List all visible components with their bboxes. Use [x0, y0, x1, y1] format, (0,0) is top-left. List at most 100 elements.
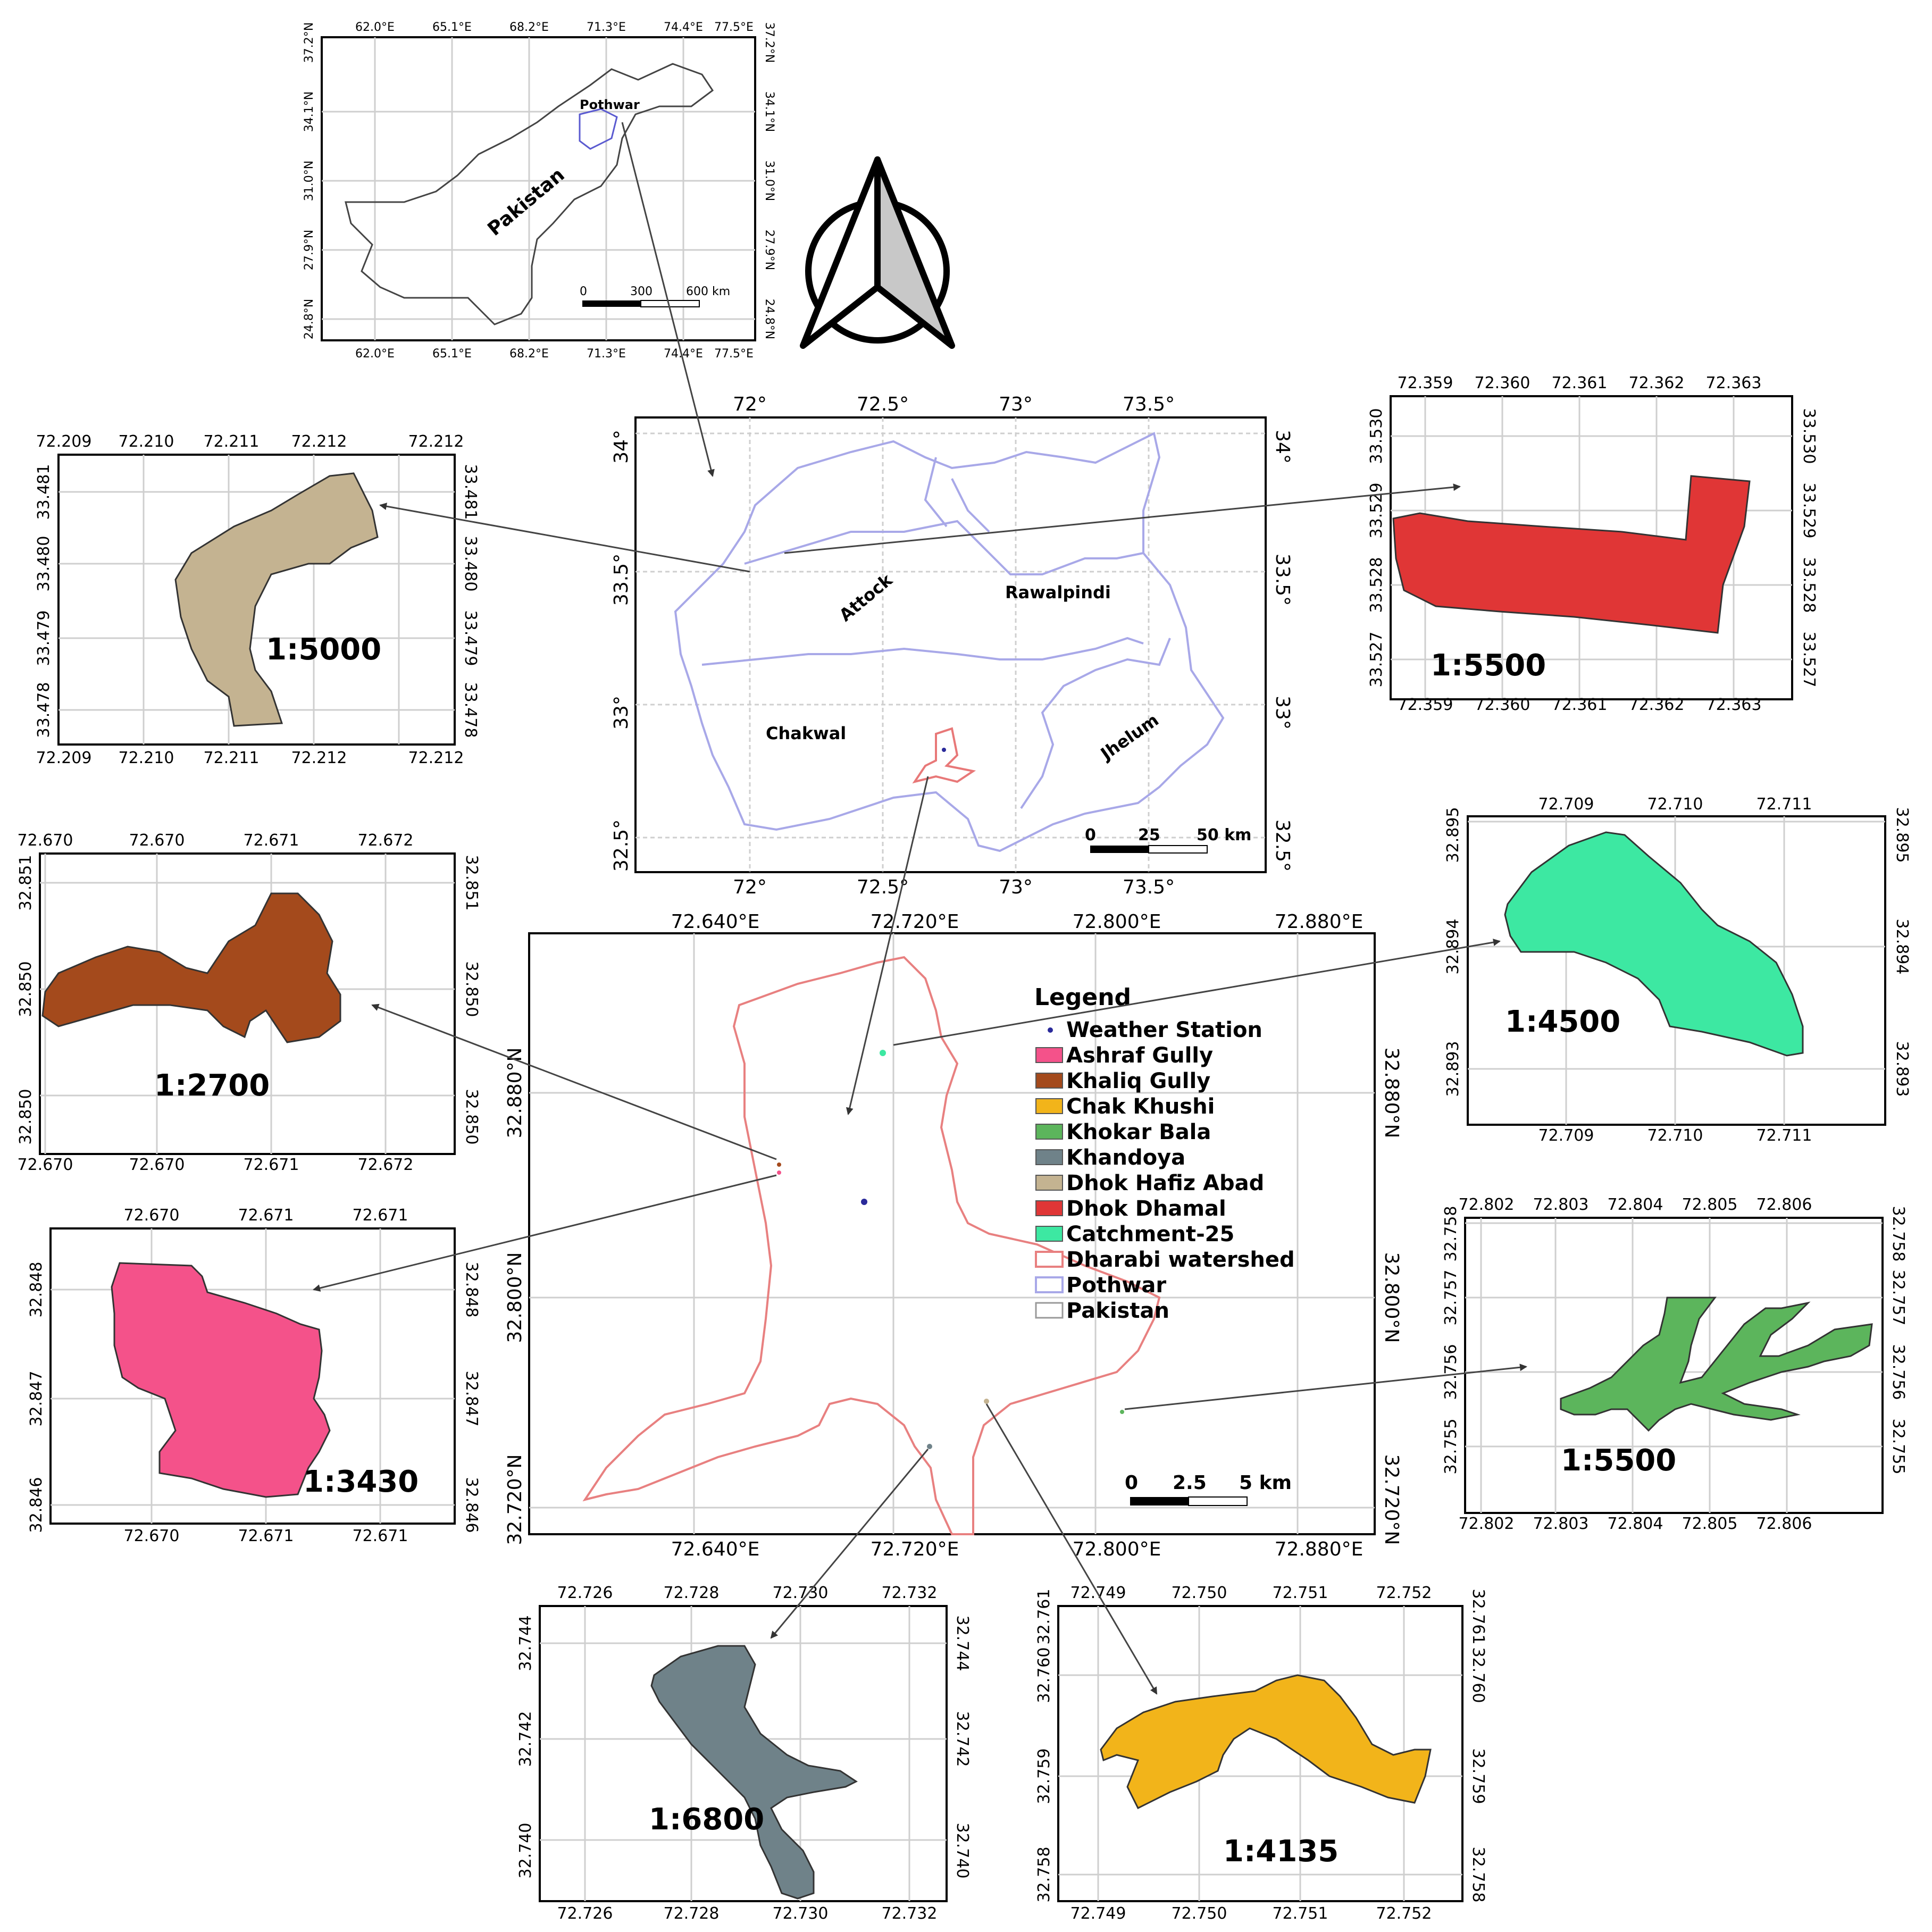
tick-label: 24.8°N [303, 299, 316, 339]
arrow-pakistan-to-pothwar [621, 122, 715, 477]
tick-label: 72.209 [36, 749, 92, 767]
legend-item-khandoya: Khandoya [1035, 1145, 1185, 1170]
arrow-watershed-to-catchment-25 [893, 939, 1501, 1046]
khaliq-gully-point [777, 1162, 781, 1167]
tick-label: 72.670 [124, 1206, 180, 1225]
tick-label: 32.740 [953, 1823, 972, 1879]
tick-label: 33.479 [461, 610, 480, 666]
tick-label: 72.670 [124, 1527, 180, 1545]
tick-label: 33.529 [1367, 483, 1386, 539]
pothwar-map: Attock Rawalpindi Chakwal Jhelum 0 25 50… [610, 394, 1293, 898]
legend: Legend Weather Station Ashraf Gully Khal… [1034, 984, 1295, 1323]
tick-label: 72.359 [1398, 374, 1453, 392]
tick-label: 72.750 [1172, 1904, 1227, 1923]
tick-label: 32.758 [1889, 1206, 1908, 1262]
tick-label: 24.8°N [763, 299, 776, 339]
chak-khushi-point [984, 1399, 989, 1404]
tick-label: 32.757 [1442, 1270, 1460, 1326]
tick-label: 72.752 [1376, 1584, 1432, 1602]
ashraf-gully-polygon [111, 1262, 331, 1498]
tick-label: 74.4°E [664, 21, 703, 34]
pothwar-boundary [674, 432, 1225, 852]
tick-label: 32.5° [1272, 819, 1293, 872]
legend-item-dhok-hafiz-abad: Dhok Hafiz Abad [1035, 1171, 1264, 1195]
tick-label: 72.805 [1682, 1515, 1738, 1533]
tick-label: 72.711 [1757, 1126, 1812, 1145]
tick-label: 33.5° [610, 554, 632, 606]
tick-label: 32.848 [27, 1262, 46, 1318]
watershed-scale-5: 5 km [1239, 1472, 1292, 1494]
tick-label: 32.894 [1444, 919, 1462, 975]
tick-label: 33.478 [461, 682, 480, 738]
tick-label: 32.850 [16, 1089, 35, 1145]
tick-label: 32.755 [1442, 1419, 1460, 1475]
inset-top-ticks: 72.709 72.710 72.711 [1538, 795, 1812, 814]
tick-label: 32.847 [462, 1371, 481, 1427]
khandoya-point [927, 1444, 932, 1449]
tick-label: 32.893 [1444, 1041, 1462, 1097]
tick-label: 72.803 [1533, 1515, 1589, 1533]
tick-label: 72.670 [18, 1156, 73, 1174]
pakistan-inset-map: Pothwar Pakistan 0 300 600 km 62.0°E 65.… [303, 21, 776, 361]
tick-label: 32.850 [462, 1089, 481, 1145]
tick-label: 32.757 [1889, 1270, 1908, 1326]
pothwar-mini-label: Pothwar [580, 97, 640, 112]
legend-item-dharabi-watershed: Dharabi watershed [1035, 1248, 1295, 1272]
chak-khushi-polygon [1100, 1674, 1432, 1810]
inset-bottom-ticks: 72.726 72.728 72.730 72.732 [557, 1904, 938, 1923]
pakistan-top-ticks: 62.0°E 65.1°E 68.2°E 71.3°E 74.4°E 77.5°… [355, 21, 754, 34]
tick-label: 72.363 [1706, 696, 1762, 714]
legend-item-khokar-bala: Khokar Bala [1035, 1120, 1211, 1144]
tick-label: 72.672 [358, 831, 414, 850]
arrow-pothwar-to-dhok-dhamal [784, 483, 1461, 554]
inset-top-ticks: 72.209 72.210 72.211 72.212 72.212 [36, 432, 464, 451]
inset-ashraf-gully: 1:3430 72.670 72.671 72.671 72.670 72.67… [27, 1206, 481, 1545]
tick-label: 72.670 [129, 831, 185, 850]
tick-label: 32.755 [1889, 1419, 1908, 1475]
tick-label: 33° [610, 696, 632, 730]
tick-label: 32.720°N [1381, 1454, 1402, 1545]
inset-dhok-hafiz-abad: 1:5000 72.209 72.210 72.211 72.212 72.21… [35, 432, 480, 767]
tick-label: 72.361 [1552, 696, 1608, 714]
legend-swatch [1035, 1200, 1063, 1216]
tick-label: 72.672 [358, 1156, 414, 1174]
tick-label: 33.481 [461, 464, 480, 520]
tick-label: 72.362 [1629, 374, 1685, 392]
tick-label: 72.750 [1172, 1584, 1227, 1602]
tick-label: 34.1°N [303, 91, 316, 132]
district-boundary [951, 478, 990, 533]
inset-left-ticks: 32.758 32.757 32.756 32.755 [1889, 1206, 1908, 1475]
tick-label: 32.850 [462, 961, 481, 1017]
connector-arrows [313, 122, 1527, 1695]
inset-top-ticks: 72.749 72.750 72.751 72.752 [1070, 1584, 1432, 1602]
tick-label: 68.2°E [509, 21, 549, 34]
inset-left-ticks: 32.895 32.894 32.893 [1444, 807, 1462, 1097]
legend-item-dhok-dhamal: Dhok Dhamal [1035, 1197, 1226, 1221]
dhok-hafiz-abad-polygon [174, 472, 379, 727]
inset-right-ticks: 32.895 32.894 32.893 [1893, 807, 1911, 1097]
tick-label: 72.640°E [671, 911, 760, 933]
tick-label: 72° [733, 394, 767, 415]
watershed-left-ticks: 32.880°N 32.800°N 32.720°N [504, 1048, 526, 1545]
tick-label: 72.361 [1552, 374, 1608, 392]
tick-label: 71.3°E [587, 21, 626, 34]
legend-swatch [1035, 1149, 1063, 1165]
inset-bottom-ticks: 72.670 72.670 72.671 72.672 [18, 1156, 414, 1174]
inset-left-ticks: 32.761 32.760 32.759 32.758 [1035, 1589, 1053, 1903]
tick-label: 32.742 [516, 1711, 535, 1767]
legend-label: Khokar Bala [1066, 1120, 1211, 1144]
tick-label: 72.362 [1629, 696, 1685, 714]
district-boundary [924, 457, 948, 528]
pothwar-top-ticks: 72° 72.5° 73° 73.5° [733, 394, 1175, 415]
legend-item-pothwar: Pothwar [1035, 1273, 1166, 1298]
inset-left-ticks: 32.744 32.742 32.740 [516, 1616, 535, 1879]
dharabi-watershed-map: Legend Weather Station Ashraf Gully Khal… [504, 911, 1402, 1560]
tick-label: 32.880°N [1381, 1048, 1402, 1139]
tick-label: 72.752 [1376, 1904, 1432, 1923]
tick-label: 72.720°E [871, 1538, 959, 1560]
tick-label: 77.5°E [714, 347, 754, 361]
tick-label: 72.732 [882, 1904, 938, 1923]
inset-khokar-bala: 1:5500 72.802 72.803 72.804 72.805 72.80… [1442, 1195, 1908, 1533]
legend-item-chak-khushi: Chak Khushi [1035, 1094, 1215, 1119]
tick-label: 32.744 [516, 1616, 535, 1671]
